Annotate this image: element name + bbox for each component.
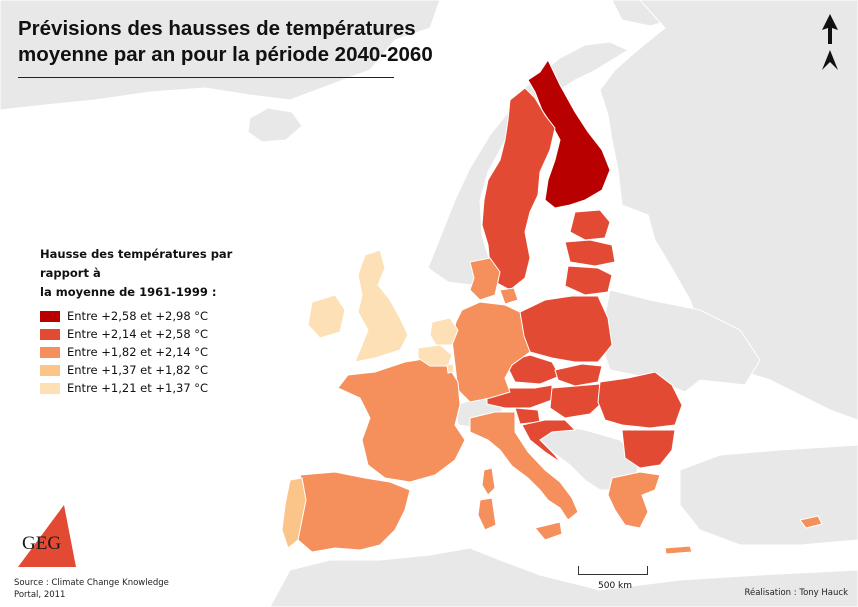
title-underline	[18, 77, 394, 78]
scale-bar-line	[578, 566, 648, 575]
turkey-shape	[679, 444, 858, 546]
legend-title-line-2: la moyenne de 1961-1999 :	[40, 285, 217, 299]
region-italy	[469, 411, 579, 521]
russia-east-shape	[599, 0, 858, 421]
region-estonia	[569, 209, 611, 241]
iceland-shape	[247, 107, 303, 143]
legend-swatch	[40, 364, 60, 376]
region-uk	[354, 249, 409, 363]
region-cyprus	[799, 515, 823, 529]
legend-item: Entre +1,37 et +1,82 °C	[40, 361, 285, 379]
legend-item: Entre +1,21 et +1,37 °C	[40, 379, 285, 397]
scale-label: 500 km	[598, 581, 633, 591]
legend-item: Entre +2,14 et +2,58 °C	[40, 325, 285, 343]
legend-title: Hausse des températures par rapport à la…	[40, 245, 285, 302]
legend-label: Entre +1,82 et +2,14 °C	[67, 345, 209, 359]
region-spain	[297, 471, 411, 553]
region-finland	[527, 58, 611, 209]
region-crete	[664, 545, 693, 555]
region-slovakia	[554, 363, 603, 387]
title-line-2: moyenne par an pour la période 2040-2060	[18, 43, 433, 66]
norway-shape	[427, 41, 630, 286]
legend-items: Entre +2,58 et +2,98 °C Entre +2,14 et +…	[40, 307, 285, 397]
legend-label: Entre +2,58 et +2,98 °C	[67, 309, 209, 323]
legend-item: Entre +1,82 et +2,14 °C	[40, 343, 285, 361]
region-sicily	[534, 521, 563, 541]
legend-swatch	[40, 310, 60, 322]
region-corsica	[481, 467, 496, 496]
source-note: Source : Climate Change Knowledge Portal…	[14, 578, 169, 600]
region-germany	[451, 301, 531, 403]
greenland-shape	[0, 0, 441, 111]
region-hungary	[549, 383, 606, 419]
legend-title-line-1: Hausse des températures par rapport à	[40, 247, 233, 280]
region-denmark-islands	[499, 287, 519, 305]
scale-bar: 500 km	[578, 566, 648, 591]
belarus-ukraine-shape	[599, 289, 761, 393]
north-africa-shape	[269, 547, 858, 607]
region-ireland	[307, 294, 346, 339]
region-greece	[607, 471, 661, 529]
region-sardinia	[477, 497, 497, 531]
legend: Hausse des températures par rapport à la…	[40, 245, 285, 397]
north-arrow-icon	[822, 14, 838, 70]
region-bulgaria	[621, 429, 676, 469]
legend-label: Entre +1,21 et +1,37 °C	[67, 381, 209, 395]
legend-label: Entre +2,14 et +2,58 °C	[67, 327, 209, 341]
region-latvia	[564, 239, 616, 267]
legend-swatch	[40, 382, 60, 394]
region-sweden	[481, 87, 556, 291]
region-netherlands	[429, 317, 459, 346]
geg-logo	[18, 505, 76, 567]
region-portugal	[281, 477, 307, 549]
legend-swatch	[40, 328, 60, 340]
region-denmark	[469, 257, 501, 301]
legend-swatch	[40, 346, 60, 358]
region-poland	[519, 295, 613, 363]
region-luxembourg	[446, 363, 455, 374]
credit-note: Réalisation : Tony Hauck	[744, 588, 848, 598]
logo-text: GEG	[22, 533, 62, 554]
region-romania	[597, 371, 683, 429]
region-france	[337, 357, 466, 483]
legend-item: Entre +2,58 et +2,98 °C	[40, 307, 285, 325]
page-title: Prévisions des hausses de températures m…	[18, 16, 438, 68]
legend-label: Entre +1,37 et +1,82 °C	[67, 363, 209, 377]
title-line-1: Prévisions des hausses de températures	[18, 17, 416, 40]
region-lithuania	[564, 265, 613, 296]
region-croatia	[521, 419, 577, 463]
